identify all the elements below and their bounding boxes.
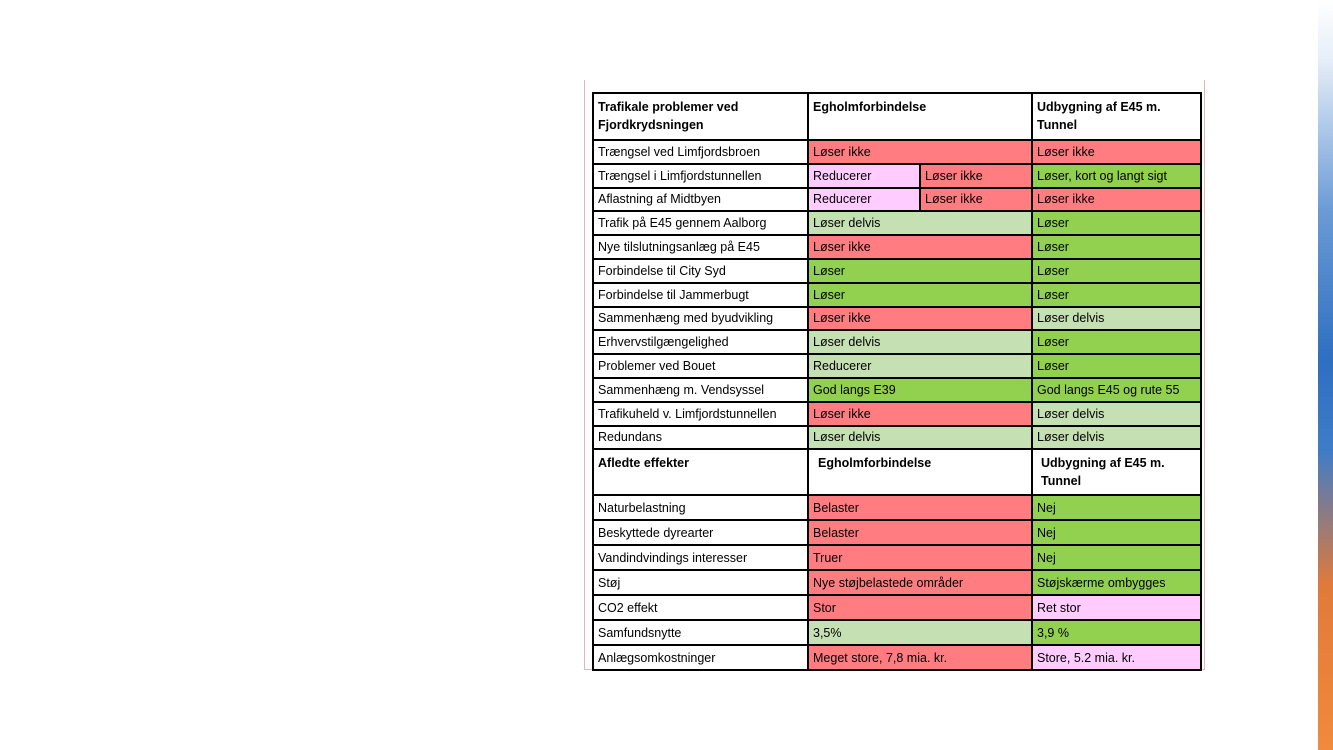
egholm-cell: Stor [807,594,1033,622]
table-row: Trafik på E45 gennem Aalborg Løser delvi… [592,210,1202,237]
table-row: Redundans Løser delvis Løser delvis [592,424,1202,451]
e45-cell: Løser delvis [1031,400,1202,427]
e45-cell: Løser [1031,257,1202,284]
e45-cell: Løser ikke [1031,186,1202,213]
e45-cell: Løser [1031,234,1202,260]
slide-accent-bar [1318,0,1333,750]
table-subheader-row: Afledte effekter Egholmforbindelse Udbyg… [592,448,1202,497]
row-label: Trafikuheld v. Limfjordstunnellen [592,400,809,427]
table-row: Forbindelse til Jammerbugt Løser Løser [592,281,1202,308]
row-label: Støj [592,569,809,597]
table-row: Støj Nye støjbelastede områder Støjskærm… [592,569,1202,597]
e45-cell: Nej [1031,519,1202,547]
header-e45: Udbygning af E45 m. Tunnel [1031,92,1202,141]
row-label: Aflastning af Midtbyen [592,186,809,213]
row-label: Trængsel i Limfjordstunnellen [592,162,809,189]
egholm-cell: Truer [807,544,1033,572]
header-egholm: Egholmforbindelse [807,448,1033,497]
egholm-cell: Løser delvis [807,210,1033,237]
e45-cell: Løser, kort og langt sigt [1031,162,1202,189]
egholm-cell-a: Reducerer [807,162,921,189]
egholm-cell: Løser [807,281,1033,308]
e45-cell: Nej [1031,544,1202,572]
table-row: Trængsel i Limfjordstunnellen Reducerer … [592,162,1202,189]
egholm-cell: Løser ikke [807,305,1033,332]
row-label: CO2 effekt [592,594,809,622]
egholm-cell: Meget store, 7,8 mia. kr. [807,644,1033,672]
egholm-cell: 3,5% [807,619,1033,647]
comparison-table: Trafikale problemer ved Fjordkrydsningen… [592,92,1202,672]
table-row: Beskyttede dyrearter Belaster Nej [592,519,1202,547]
row-label: Vandindvindings interesser [592,544,809,572]
table-row: Sammenhæng m. Vendsyssel God langs E39 G… [592,376,1202,403]
egholm-cell: Reducerer [807,353,1033,379]
table-row: Trafikuheld v. Limfjordstunnellen Løser … [592,400,1202,427]
egholm-cell: Løser ikke [807,234,1033,260]
table-row: Forbindelse til City Syd Løser Løser [592,257,1202,284]
table-header-row: Trafikale problemer ved Fjordkrydsningen… [592,92,1202,141]
e45-cell: Løser [1031,210,1202,237]
e45-cell: Store, 5.2 mia. kr. [1031,644,1202,672]
egholm-cell-b: Løser ikke [919,162,1033,189]
egholm-cell: Belaster [807,519,1033,547]
egholm-cell: Løser ikke [807,139,1033,165]
e45-cell: Løser delvis [1031,305,1202,332]
egholm-cell: Belaster [807,494,1033,522]
table-row: Naturbelastning Belaster Nej [592,494,1202,522]
table-row: Problemer ved Bouet Reducerer Løser [592,353,1202,379]
e45-cell: Løser [1031,329,1202,356]
row-label: Anlægsomkostninger [592,644,809,672]
table-row: Trængsel ved Limfjordsbroen Løser ikke L… [592,139,1202,165]
egholm-cell: Løser ikke [807,400,1033,427]
row-label: Nye tilslutningsanlæg på E45 [592,234,809,260]
row-label: Samfundsnytte [592,619,809,647]
row-label: Trængsel ved Limfjordsbroen [592,139,809,165]
e45-cell: Støjskærme ombygges [1031,569,1202,597]
table-row: Samfundsnytte 3,5% 3,9 % [592,619,1202,647]
table-row: Vandindvindings interesser Truer Nej [592,544,1202,572]
e45-cell: Løser [1031,281,1202,308]
egholm-cell: God langs E39 [807,376,1033,403]
egholm-cell: Løser [807,257,1033,284]
table-row: Nye tilslutningsanlæg på E45 Løser ikke … [592,234,1202,260]
row-label: Erhvervstilgængelighed [592,329,809,356]
e45-cell: 3,9 % [1031,619,1202,647]
header-egholm: Egholmforbindelse [807,92,1033,141]
row-label: Forbindelse til Jammerbugt [592,281,809,308]
egholm-cell-b: Løser ikke [919,186,1033,213]
table-row: Anlægsomkostninger Meget store, 7,8 mia.… [592,644,1202,672]
egholm-cell: Nye støjbelastede områder [807,569,1033,597]
e45-cell: Løser delvis [1031,424,1202,451]
header-problems: Trafikale problemer ved Fjordkrydsningen [592,92,809,141]
row-label: Sammenhæng med byudvikling [592,305,809,332]
row-label: Beskyttede dyrearter [592,519,809,547]
egholm-cell: Løser delvis [807,424,1033,451]
table-row: Sammenhæng med byudvikling Løser ikke Lø… [592,305,1202,332]
egholm-cell-a: Reducerer [807,186,921,213]
row-label: Redundans [592,424,809,451]
row-label: Forbindelse til City Syd [592,257,809,284]
table-row: Aflastning af Midtbyen Reducerer Løser i… [592,186,1202,213]
header-e45: Udbygning af E45 m. Tunnel [1031,448,1202,497]
row-label: Problemer ved Bouet [592,353,809,379]
header-derived-effects: Afledte effekter [592,448,809,497]
table-row: CO2 effekt Stor Ret stor [592,594,1202,622]
e45-cell: Ret stor [1031,594,1202,622]
e45-cell: God langs E45 og rute 55 [1031,376,1202,403]
e45-cell: Løser [1031,353,1202,379]
e45-cell: Løser ikke [1031,139,1202,165]
table-row: Erhvervstilgængelighed Løser delvis Løse… [592,329,1202,356]
e45-cell: Nej [1031,494,1202,522]
row-label: Naturbelastning [592,494,809,522]
row-label: Sammenhæng m. Vendsyssel [592,376,809,403]
egholm-cell: Løser delvis [807,329,1033,356]
row-label: Trafik på E45 gennem Aalborg [592,210,809,237]
